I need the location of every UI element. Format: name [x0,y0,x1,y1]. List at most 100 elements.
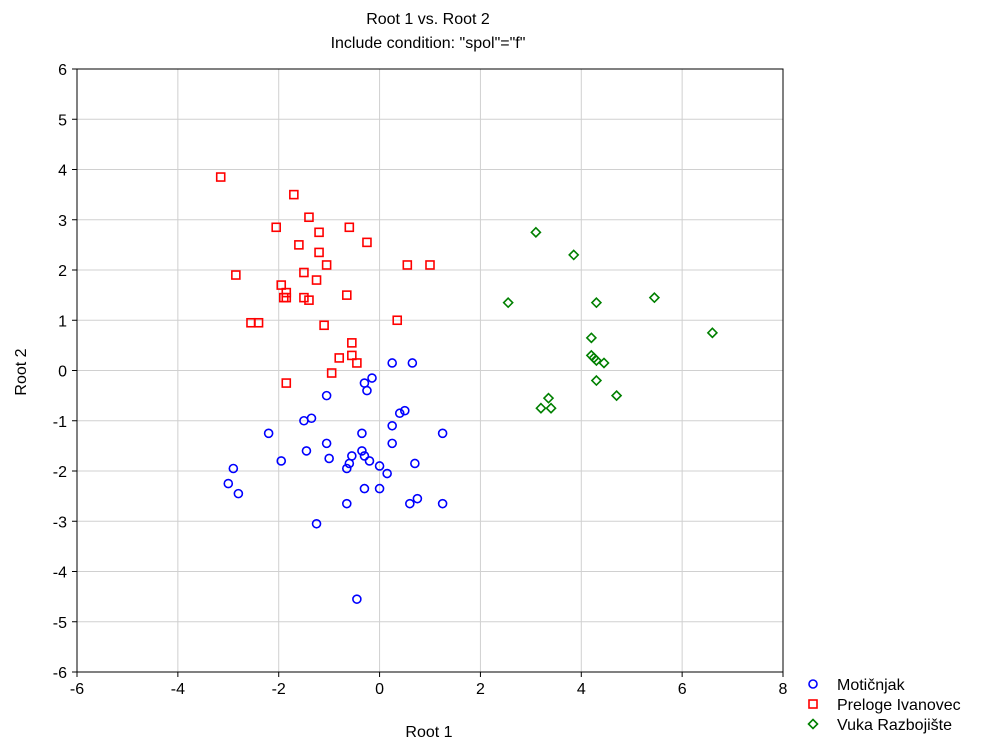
data-point-circle [387,420,397,431]
data-point-circle [223,478,234,489]
data-point-circle [341,463,352,474]
data-point-circle [263,428,274,439]
legend-label: Vuka Razbojište [837,717,952,734]
data-point-circle [352,594,362,604]
y-tick-label: 2 [58,263,67,280]
data-point-square [352,358,362,368]
data-point-square [281,287,292,298]
y-tick-label: 4 [58,163,67,180]
data-point-square [271,222,281,233]
y-tick-label: 1 [58,313,67,330]
x-tick-label: -4 [171,681,185,698]
legend-label: Preloge Ivanovec [837,697,961,714]
data-point-square [231,270,241,280]
data-point-square [289,189,299,200]
data-point-circle [306,413,317,424]
data-point-circle [357,428,367,439]
data-point-diamond [530,226,542,238]
data-point-square [314,227,324,238]
data-point-circle [407,358,418,368]
data-point-square [347,338,357,348]
legend: Motičnjak Preloge Ivanovec Vuka Razbojište [807,677,961,734]
data-point-square [278,292,289,303]
data-point-diamond [502,297,514,309]
legend-label: Motičnjak [837,677,906,694]
data-point-diamond [535,402,547,414]
data-point-circle [321,438,332,449]
data-point-diamond [610,389,623,402]
data-point-circle [367,373,377,383]
data-point-circle [228,463,239,474]
data-point-circle [387,438,397,449]
data-point-diamond [598,357,610,369]
data-point-square [281,378,292,388]
data-point-square [344,222,355,233]
data-point-circle [324,453,334,464]
legend-marker-diamond [807,718,819,730]
data-point-circle [387,358,397,368]
y-axis-label: Root 2 [13,348,30,395]
data-point-square [253,317,264,328]
data-point-circle [362,385,372,396]
data-point-circle [233,488,244,499]
data-point-diamond [706,327,719,339]
y-tick-label: -3 [53,514,67,531]
data-point-square [299,292,309,303]
y-tick-label: -5 [53,615,67,632]
data-point-diamond [648,292,661,304]
data-point-diamond [545,402,557,414]
y-tick-label: -2 [53,464,67,481]
data-point-circle [374,461,385,471]
data-point-circle [359,451,370,461]
x-tick-label: 8 [779,681,788,698]
data-point-square [347,350,357,361]
data-point-square [311,275,322,285]
data-point-circle [412,493,423,504]
y-tick-label: -4 [53,565,67,582]
data-point-square [321,260,332,270]
y-tick-label: 6 [58,62,67,79]
data-point-square [304,212,314,223]
data-point-circle [394,408,405,419]
data-point-square [215,172,226,182]
data-point-diamond [590,374,603,387]
data-points [215,172,719,604]
data-point-diamond [542,392,555,404]
x-tick-label: -6 [70,681,84,698]
axis-ticks: -6 -4 -2 0 2 4 6 8 -6 -5 -4 -3 -2 -1 0 1 2 3 4 5 6 [53,62,788,698]
data-point-square [281,292,292,303]
data-point-circle [405,498,415,509]
data-point-diamond [568,249,580,261]
data-point-diamond [590,297,603,309]
chart-title: Root 1 vs. Root 2 [366,11,490,28]
x-tick-label: 0 [375,681,384,698]
y-tick-label: 3 [58,213,67,230]
data-point-circle [382,468,392,479]
data-point-square [276,280,287,290]
data-point-square [294,240,304,250]
y-tick-label: -1 [53,414,67,431]
data-point-square [304,295,314,305]
data-point-diamond [585,332,598,344]
x-axis-label: Root 1 [405,724,452,741]
data-point-circle [276,456,287,466]
x-tick-label: -2 [272,681,286,698]
data-point-circle [399,405,410,416]
data-point-square [319,320,329,331]
data-point-square [299,267,309,278]
data-point-circle [341,498,352,509]
data-point-square [425,260,435,270]
data-point-circle [437,428,448,439]
data-point-square [362,237,372,248]
legend-marker-square [808,699,818,709]
data-point-circle [301,446,312,456]
data-point-square [334,353,345,363]
data-point-circle [374,483,385,494]
data-point-diamond [590,354,603,367]
data-point-circle [364,456,375,466]
x-tick-label: 4 [577,681,586,698]
x-tick-label: 6 [678,681,687,698]
data-point-circle [410,458,420,469]
data-point-square [326,368,337,378]
